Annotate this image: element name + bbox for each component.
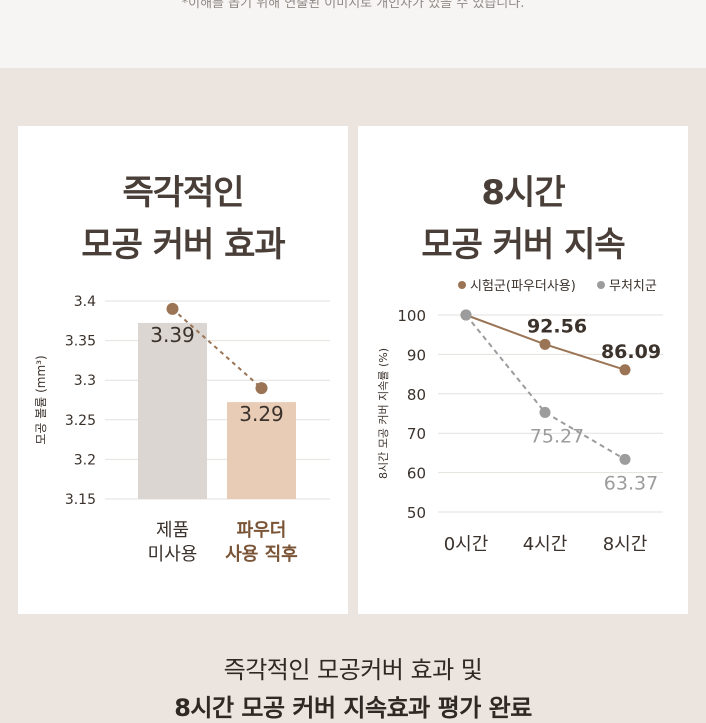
y-tick-label: 80 (407, 386, 426, 404)
left-title-line1: 즉각적인 (122, 173, 244, 213)
value-label: 3.29 (239, 402, 284, 426)
y-axis-label: 모공 볼륨 (mm³) (34, 355, 48, 444)
y-tick-label: 3.4 (74, 294, 96, 310)
value-label: 92.56 (527, 315, 587, 337)
top-banner: *이해를 돕기 위해 연출된 이미지로 개인차가 있을 수 있습니다. (0, 0, 706, 68)
data-point (255, 382, 268, 395)
y-tick-label: 100 (397, 307, 426, 325)
instant-cover-card: 즉각적인 모공 커버 효과 3.4 3.35 3.3 3.25 3.2 3.15 모공 볼륨… (18, 126, 348, 614)
data-point (539, 406, 551, 418)
y-tick-label: 3.25 (65, 413, 96, 429)
value-label: 75.27 (530, 425, 584, 447)
data-point (166, 302, 179, 315)
legend-marker-control (597, 281, 605, 289)
summary-line1: 즉각적인 모공커버 효과 및 (223, 656, 483, 684)
left-title-line2: 모공 커버 효과 (81, 225, 285, 265)
x-tick-label: 0시간 (444, 534, 489, 555)
right-title-line1: 8시간 (481, 173, 565, 213)
data-point (619, 364, 631, 376)
category-label: 사용 직후 (225, 544, 298, 565)
bar (138, 322, 207, 499)
legend-marker-test (458, 281, 466, 289)
data-point (460, 309, 472, 321)
x-tick-label: 8시간 (603, 534, 648, 555)
category-label: 미사용 (148, 544, 198, 565)
y-tick-label: 3.15 (65, 492, 96, 508)
y-tick-label: 60 (407, 465, 426, 483)
y-axis-label: 8시간 모공 커버 지속률 (%) (377, 348, 390, 479)
pore-volume-bar-chart: 3.4 3.35 3.3 3.25 3.2 3.15 모공 볼륨 (mm³) 3.39 3.29… (34, 294, 330, 565)
eight-hour-card: 8시간 모공 커버 지속 시험군(파우더사용) 무처치군 100 90 80 70 60 50… (358, 126, 688, 614)
value-label: 86.09 (601, 341, 661, 363)
category-label: 파우더 (237, 520, 287, 541)
data-point (619, 453, 631, 465)
y-tick-label: 3.3 (74, 373, 96, 389)
value-label: 3.39 (150, 323, 195, 347)
bar (227, 402, 296, 499)
cover-retention-line-chart: 시험군(파우더사용) 무처치군 100 90 80 70 60 50 8시간 모공 커버 지속률… (377, 279, 663, 555)
category-label: 제품 (156, 520, 189, 541)
trend-line (171, 308, 263, 389)
value-label: 63.37 (604, 472, 658, 494)
y-tick-label: 70 (407, 425, 426, 443)
y-tick-label: 3.2 (74, 452, 96, 468)
x-tick-label: 4시간 (523, 534, 568, 555)
legend-label-control: 무처치군 (609, 279, 657, 294)
right-title-line2: 모공 커버 지속 (421, 225, 625, 265)
y-tick-label: 3.35 (65, 334, 96, 350)
data-point (539, 338, 551, 350)
y-tick-label: 90 (407, 346, 426, 364)
y-tick-label: 50 (407, 504, 426, 522)
legend-label-test: 시험군(파우더사용) (470, 279, 576, 294)
disclaimer-text: *이해를 돕기 위해 연출된 이미지로 개인차가 있을 수 있습니다. (181, 0, 525, 11)
